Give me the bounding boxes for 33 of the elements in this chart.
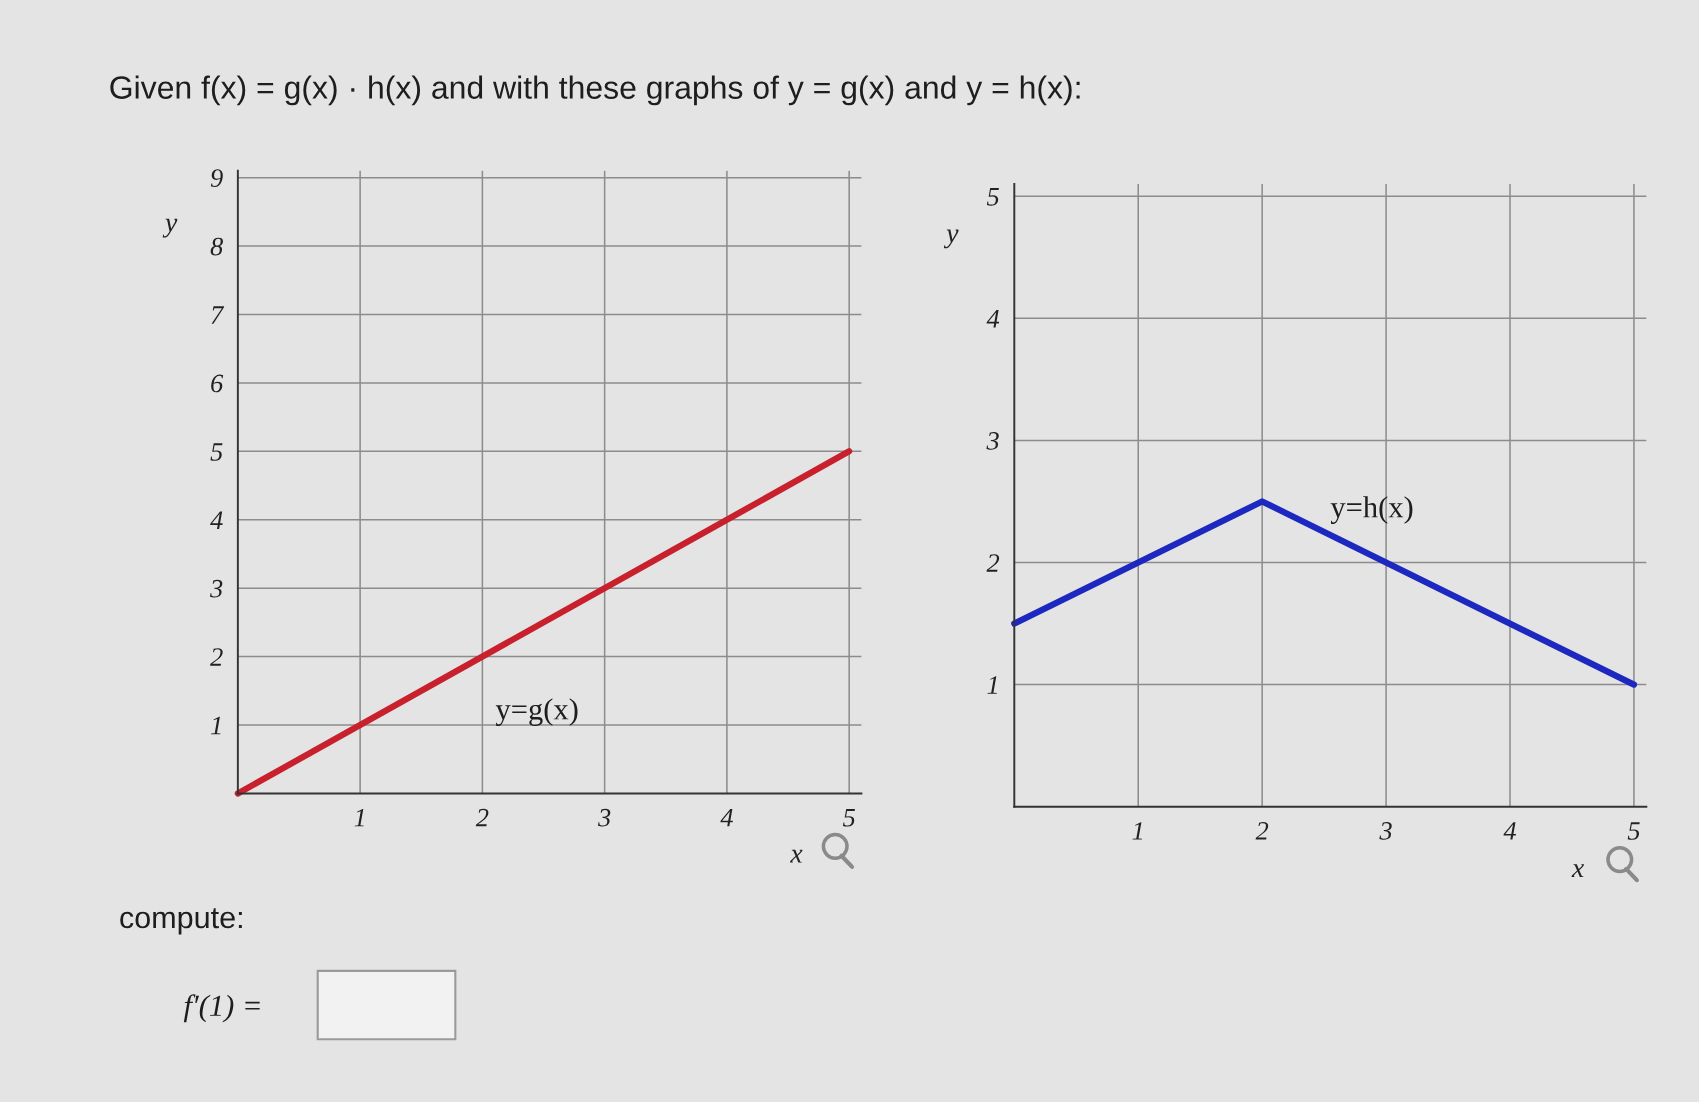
y-tick-label: 5 bbox=[986, 188, 999, 206]
y-tick-label: 9 bbox=[210, 169, 223, 188]
text: compute: bbox=[120, 908, 242, 935]
chart-title: Given f(x) = g(x) · h(x) and with these graphs of y = g(x) and y = h(x): bbox=[110, 75, 1080, 106]
x-axis-title: x bbox=[1571, 864, 1585, 877]
y-tick-label: 7 bbox=[211, 306, 225, 324]
x-tick-label: 3 bbox=[598, 808, 611, 827]
y-tick-label: 3 bbox=[986, 432, 999, 450]
y-tick-label: 6 bbox=[211, 374, 224, 393]
x-tick-label: 5 bbox=[842, 809, 855, 827]
x-tick-label: 3 bbox=[1379, 822, 1392, 840]
y-tick-label: 4 bbox=[986, 310, 1000, 328]
text: f′(1) = bbox=[183, 994, 260, 1023]
x-tick-label: 4 bbox=[720, 808, 733, 827]
y-tick-label: 4 bbox=[210, 511, 223, 529]
y-tick-label: 8 bbox=[210, 237, 223, 256]
y-tick-label: 2 bbox=[986, 554, 1000, 572]
x-tick-label: 4 bbox=[1503, 822, 1517, 840]
series-label: y=h(x) bbox=[1330, 496, 1413, 524]
y-tick-label: 5 bbox=[210, 443, 223, 461]
x-tick-label: 2 bbox=[475, 808, 489, 827]
x-tick-label: 1 bbox=[1132, 822, 1142, 840]
x-tick-label: 1 bbox=[354, 808, 364, 827]
y-axis-title: y bbox=[162, 218, 178, 238]
x-tick-label: 2 bbox=[1255, 822, 1269, 840]
y-tick-label: 1 bbox=[987, 676, 997, 694]
series-label: y=g(x) bbox=[495, 698, 578, 726]
y-axis-title: y bbox=[943, 229, 959, 249]
x-axis-title: x bbox=[790, 849, 803, 863]
y-tick-label: 1 bbox=[211, 716, 221, 735]
y-tick-label: 2 bbox=[210, 648, 223, 666]
x-tick-label: 5 bbox=[1627, 822, 1640, 840]
y-tick-label: 3 bbox=[210, 579, 223, 598]
